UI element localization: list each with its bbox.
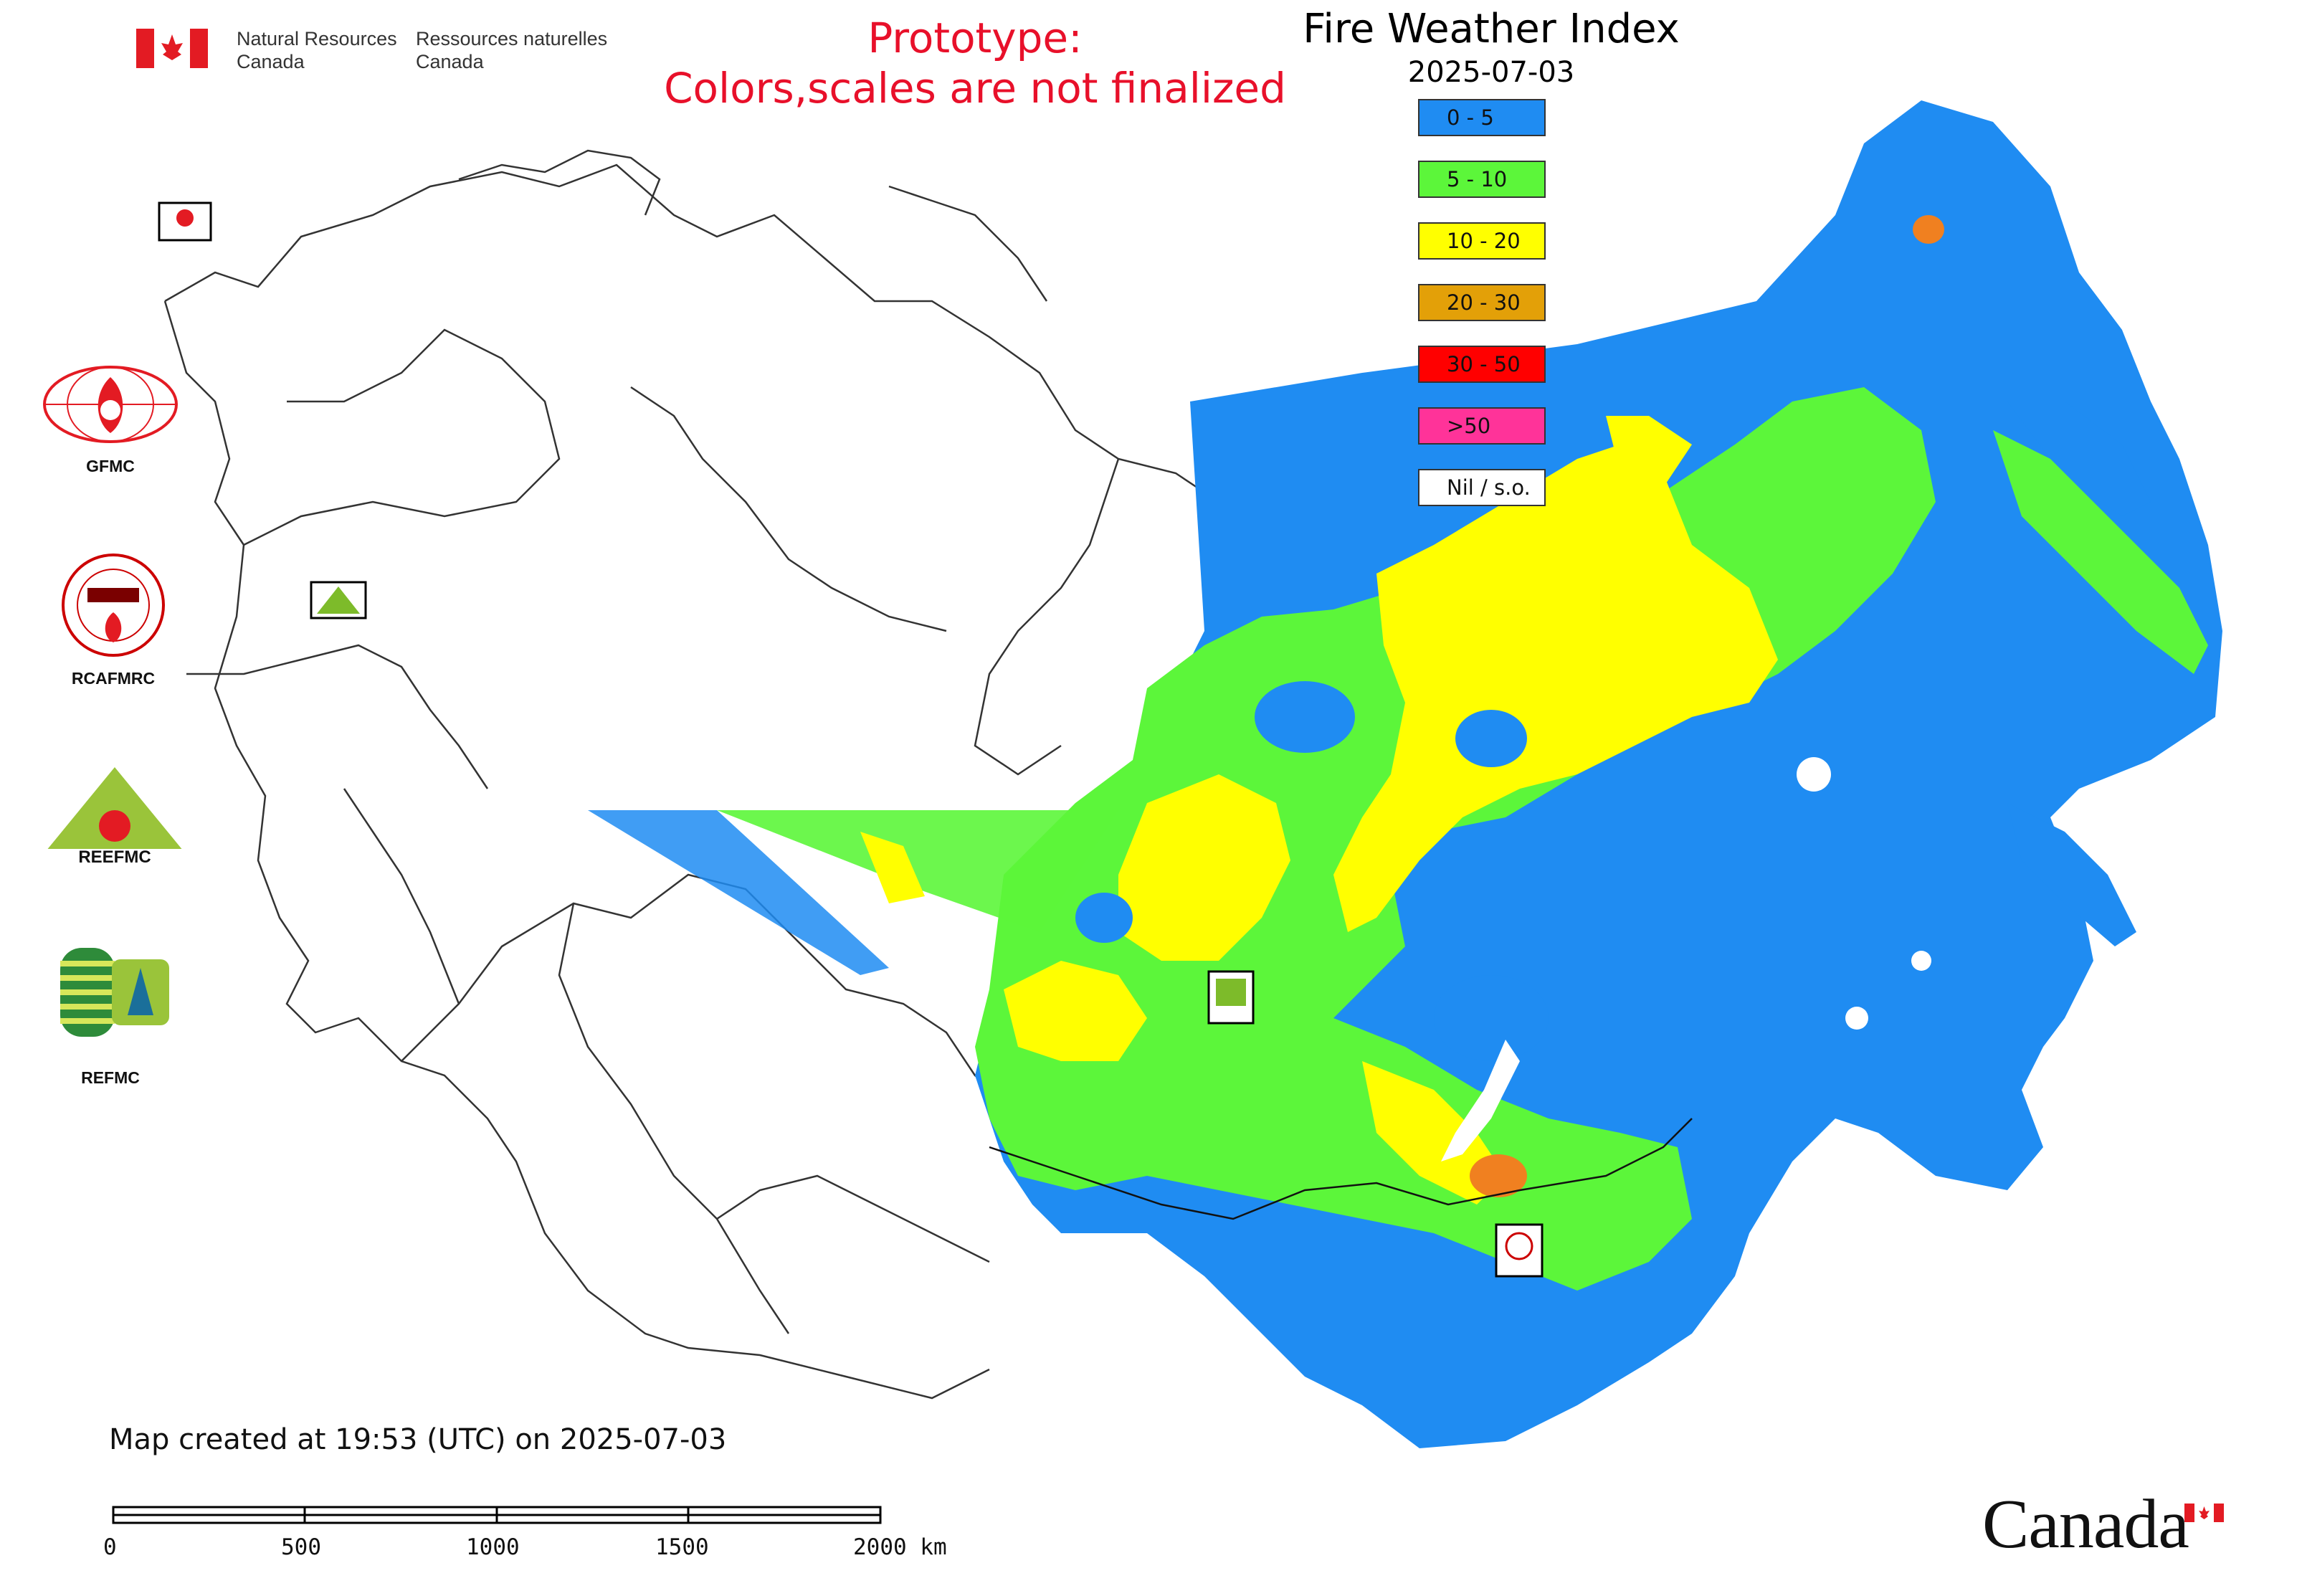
border-line (989, 1118, 1693, 1220)
rcafmrc-label: RCAFMRC (71, 669, 156, 688)
svg-text:REEFMC: REEFMC (78, 847, 151, 867)
legend-item-nil: Nil / s.o. (1418, 469, 1546, 506)
fwi-raster (588, 100, 2222, 1448)
gfmc-logo (43, 366, 178, 443)
legend-item-20-30: 20 - 30 (1418, 284, 1546, 321)
country-outlines (163, 149, 1406, 1400)
map-date: 2025-07-03 (1407, 56, 1575, 89)
agency-name-fr: Ressources naturelles Canada (416, 28, 608, 72)
rcafmrc-marker (1495, 1223, 1544, 1278)
map-title: Fire Weather Index (1303, 6, 1680, 52)
legend-item-30-50: 30 - 50 (1418, 346, 1546, 383)
gfmc-label: GFMC (86, 457, 135, 475)
scale-label-500: 500 (281, 1534, 321, 1560)
legend-item-5-10: 5 - 10 (1418, 161, 1546, 198)
map-created-timestamp: Map created at 19:53 (UTC) on 2025-07-03 (109, 1423, 727, 1456)
reefmc-marker (310, 581, 367, 619)
reefmc-logo: REEFMC (39, 767, 191, 867)
refmc-logo (60, 948, 169, 1037)
prototype-notice: Prototype: Colors,scales are not finaliz… (664, 14, 1286, 113)
fwi-zone-10-20 (1333, 445, 1778, 932)
scale-label-0: 0 (103, 1534, 117, 1560)
refmc-marker (1207, 970, 1255, 1025)
gfmc-marker (158, 201, 212, 242)
rcafmrc-logo (62, 554, 165, 657)
legend-item-10-20: 10 - 20 (1418, 222, 1546, 260)
scale-bar (112, 1506, 882, 1524)
refmc-label: REFMC (81, 1068, 140, 1087)
canada-wordmark: Canada (1982, 1486, 2189, 1563)
canada-flag-icon (136, 29, 208, 68)
scale-label-1000: 1000 (466, 1534, 520, 1560)
agency-name-en: Natural Resources Canada (237, 28, 397, 72)
scale-label-1500: 1500 (655, 1534, 709, 1560)
legend-item-over-50: >50 (1418, 407, 1546, 445)
scale-label-2000: 2000 km (853, 1534, 947, 1560)
canada-wordmark-flag-icon (2184, 1504, 2224, 1522)
legend-item-0-5: 0 - 5 (1418, 99, 1546, 136)
